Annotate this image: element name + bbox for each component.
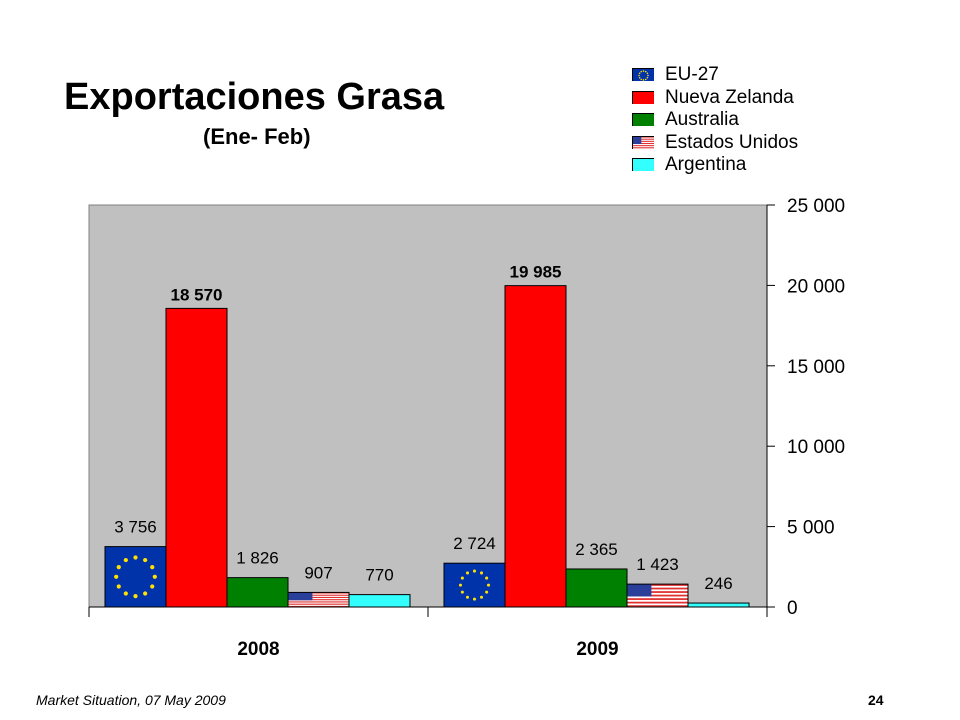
bar-eu-27-2009	[443, 562, 506, 608]
y-tick-label: 10 000	[787, 437, 845, 458]
y-tick-label: 25 000	[787, 196, 845, 217]
data-label: 2 724	[453, 534, 496, 553]
y-tick-label: 20 000	[787, 276, 845, 297]
bar-estados-unidos-2008	[287, 591, 350, 608]
chart-subtitle: (Ene- Feb)	[203, 124, 311, 149]
bar-estados-unidos-2009	[626, 583, 689, 608]
data-label: 19 985	[510, 263, 562, 282]
bar-argentina-2009	[687, 602, 750, 608]
data-label: 1 423	[636, 555, 679, 574]
data-label: 18 570	[171, 285, 223, 304]
bar-argentina-2008	[348, 594, 411, 608]
bar-australia-2009	[565, 568, 628, 608]
legend-label: Argentina	[665, 154, 747, 175]
page-number: 24	[868, 692, 884, 708]
footer-text: Market Situation, 07 May 2009	[36, 692, 226, 708]
legend-swatch	[632, 68, 654, 81]
legend-swatch	[632, 158, 654, 171]
legend-swatch	[632, 90, 654, 104]
y-tick-label: 0	[787, 598, 798, 619]
data-label: 770	[365, 566, 393, 585]
data-label: 3 756	[114, 518, 157, 537]
legend-label: EU-27	[665, 64, 719, 85]
bar-australia-2008	[226, 577, 289, 608]
legend-swatch	[632, 135, 654, 149]
y-tick-label: 15 000	[787, 357, 845, 378]
data-label: 2 365	[575, 540, 618, 559]
data-label: 1 826	[236, 549, 279, 568]
bar-eu-27-2008	[104, 546, 167, 608]
legend-label: Australia	[665, 109, 739, 130]
bar-nueva-zelanda-2009	[504, 285, 567, 608]
chart-title: Exportaciones Grasa	[64, 76, 445, 118]
x-tick-label: 2009	[576, 639, 618, 660]
legend-swatch	[632, 113, 654, 126]
bar-nueva-zelanda-2008	[165, 307, 228, 608]
y-tick-label: 5 000	[787, 518, 835, 539]
data-label: 246	[704, 574, 732, 593]
data-label: 907	[304, 563, 332, 582]
x-tick-label: 2008	[237, 639, 279, 660]
legend-label: Nueva Zelanda	[665, 86, 794, 108]
legend-label: Estados Unidos	[665, 131, 799, 153]
